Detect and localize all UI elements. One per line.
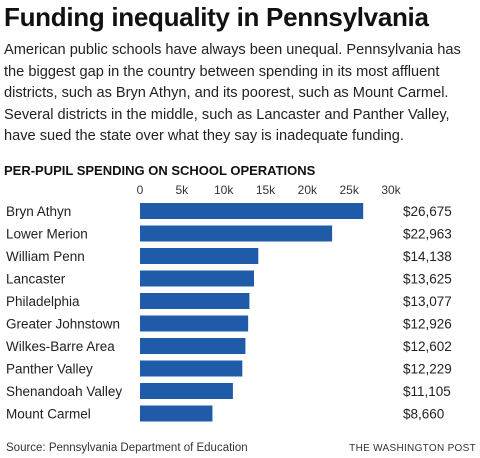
bar [140, 360, 243, 377]
bar [140, 225, 333, 242]
data-label: $26,675 [403, 204, 452, 219]
category-label: Philadelphia [6, 294, 80, 309]
data-label: $12,926 [403, 317, 452, 332]
category-label: Lower Merion [6, 227, 88, 242]
category-label: Panther Valley [6, 362, 93, 377]
bar [140, 405, 213, 422]
category-label: Bryn Athyn [6, 204, 71, 219]
category-label: Greater Johnstown [6, 317, 120, 332]
x-tick-label: 30k [381, 183, 401, 197]
category-label: William Penn [6, 249, 85, 264]
data-label: $12,602 [403, 339, 452, 354]
x-tick-label: 5k [175, 183, 189, 197]
category-labels: Bryn Athyn Lower Merion William Penn Lancas… [6, 204, 122, 422]
chart-subtitle: PER-PUPIL SPENDING ON SCHOOL OPERATIONS [4, 163, 316, 178]
value-labels: $26,675 $22,963 $14,138 $13,625 $13,077 $12,9… [403, 204, 452, 422]
x-tick-label: 10k [214, 183, 234, 197]
data-label: $13,625 [403, 272, 452, 287]
x-axis: 0 5k 10k 15k 20k 25k 30k [137, 183, 402, 197]
source-note: Source: Pennsylvania Department of Educa… [6, 442, 248, 454]
x-tick-label: 0 [137, 183, 144, 197]
x-tick-label: 15k [256, 183, 276, 197]
category-label: Lancaster [6, 272, 66, 287]
data-label: $11,105 [403, 384, 451, 399]
bar [140, 203, 364, 219]
bar [140, 315, 249, 332]
chart-title: Funding inequality in Pennsylvania [4, 2, 429, 32]
data-label: $12,229 [403, 362, 452, 377]
x-tick-label: 20k [298, 183, 318, 197]
data-label: $8,660 [403, 407, 444, 422]
x-tick-label: 25k [339, 183, 359, 197]
category-label: Mount Carmel [6, 407, 91, 422]
category-label: Shenandoah Valley [6, 384, 122, 399]
data-label: $22,963 [403, 227, 452, 242]
bar [140, 338, 246, 354]
bar [140, 383, 233, 399]
bar [140, 270, 254, 287]
category-label: Wilkes-Barre Area [6, 339, 115, 354]
intro-paragraph: American public schools have always been… [4, 42, 461, 144]
data-label: $13,077 [403, 294, 452, 309]
data-label: $14,138 [403, 249, 452, 264]
bar-chart: 0 5k 10k 15k 20k 25k 30k Bryn Athyn Lower Merio… [6, 183, 452, 422]
bar [140, 248, 259, 264]
publisher-credit: THE WASHINGTON POST [349, 443, 476, 454]
bar [140, 293, 250, 309]
bars [140, 203, 364, 422]
